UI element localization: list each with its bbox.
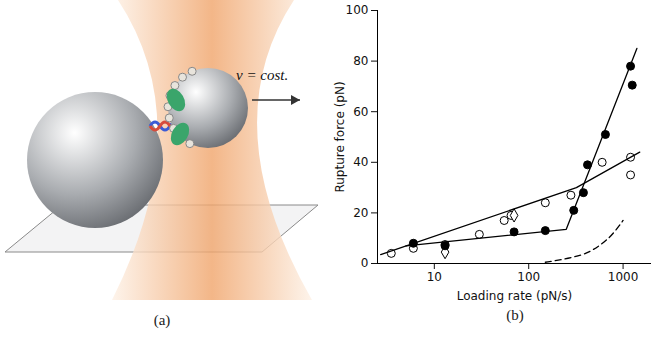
svg-text:0: 0 bbox=[361, 256, 369, 270]
svg-text:v = cost.: v = cost. bbox=[236, 67, 288, 83]
html-text:(b): (b) bbox=[506, 307, 524, 323]
svg-text:80: 80 bbox=[353, 54, 368, 68]
svg-text:10: 10 bbox=[427, 270, 442, 284]
svg-text:1000: 1000 bbox=[608, 270, 639, 284]
svg-text:100: 100 bbox=[517, 270, 540, 284]
svg-text:Rupture force (pN): Rupture force (pN) bbox=[333, 81, 347, 192]
svg-text:60: 60 bbox=[353, 105, 368, 119]
svg-text:Loading rate (pN/s): Loading rate (pN/s) bbox=[457, 289, 573, 303]
svg-text:100: 100 bbox=[346, 3, 369, 17]
svg-text:20: 20 bbox=[353, 206, 368, 220]
svg-text:(a): (a) bbox=[154, 312, 171, 329]
svg-text:40: 40 bbox=[353, 155, 368, 169]
